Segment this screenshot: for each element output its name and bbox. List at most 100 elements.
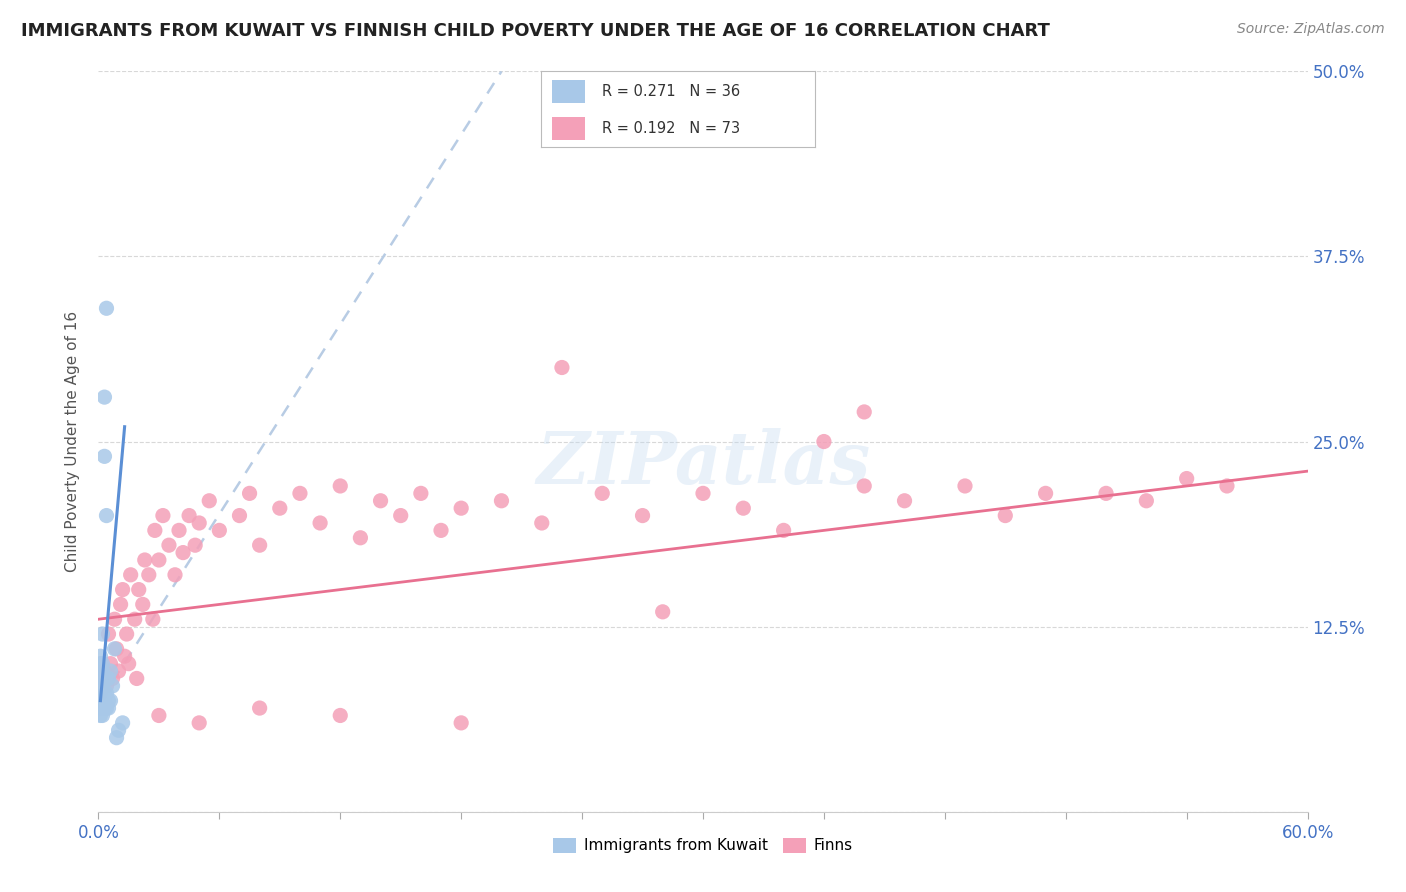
Point [115,627,138,641]
Point [91,679,114,693]
Point [101,679,124,693]
Point [329,479,352,493]
Point [148,708,170,723]
Point [157,538,180,552]
Point [188,516,211,530]
Point [1135,493,1157,508]
Point [91,664,114,678]
Point [97,627,120,641]
Point [651,605,673,619]
Point [450,501,472,516]
Text: R = 0.271   N = 36: R = 0.271 N = 36 [602,85,740,99]
Point [994,508,1017,523]
Point [184,538,207,552]
Point [91,672,114,686]
Point [134,553,156,567]
Point [239,486,262,500]
Point [124,612,146,626]
Point [148,553,170,567]
Point [100,694,122,708]
Point [91,627,114,641]
Point [100,664,122,678]
Point [349,531,371,545]
Point [329,708,352,723]
Point [91,701,114,715]
Point [1216,479,1239,493]
Point [93,701,115,715]
Y-axis label: Child Poverty Under the Age of 16: Child Poverty Under the Age of 16 [65,311,80,572]
Point [853,479,876,493]
Point [96,701,118,715]
Point [91,657,114,671]
Point [288,486,311,500]
Point [249,701,271,715]
FancyBboxPatch shape [553,80,585,103]
Point [96,686,118,700]
Point [370,493,392,508]
Point [103,641,125,656]
Point [89,664,111,678]
Point [91,672,114,686]
Point [110,598,132,612]
Point [93,450,115,464]
Point [97,672,120,686]
Point [89,649,111,664]
Point [1095,486,1118,500]
Point [138,567,160,582]
Point [107,723,129,738]
Point [853,405,876,419]
Point [389,508,412,523]
Point [128,582,150,597]
Point [93,390,115,404]
Point [89,686,111,700]
Point [96,301,118,316]
Point [530,516,553,530]
Point [142,612,165,626]
Point [188,715,211,730]
Point [430,524,453,538]
Point [631,508,654,523]
Point [105,731,128,745]
Text: ZIPatlas: ZIPatlas [536,428,870,500]
Point [96,679,118,693]
Point [91,686,114,700]
FancyBboxPatch shape [553,117,585,140]
Point [111,582,134,597]
Point [93,694,115,708]
Point [1175,471,1198,485]
Point [89,679,111,693]
Point [309,516,332,530]
Point [96,508,118,523]
Point [120,567,142,582]
Point [105,641,128,656]
Point [107,664,129,678]
Point [733,501,755,516]
Text: Source: ZipAtlas.com: Source: ZipAtlas.com [1237,22,1385,37]
Point [89,708,111,723]
Point [269,501,291,516]
Point [450,715,472,730]
Point [249,538,271,552]
Point [93,664,115,678]
Legend: Immigrants from Kuwait, Finns: Immigrants from Kuwait, Finns [547,831,859,860]
Point [89,672,111,686]
Point [167,524,190,538]
Point [93,686,115,700]
Point [772,524,794,538]
Point [97,701,120,715]
Point [491,493,513,508]
Point [100,657,122,671]
Text: R = 0.192   N = 73: R = 0.192 N = 73 [602,120,740,136]
Point [152,508,174,523]
Point [89,686,111,700]
Point [118,657,141,671]
Text: IMMIGRANTS FROM KUWAIT VS FINNISH CHILD POVERTY UNDER THE AGE OF 16 CORRELATION : IMMIGRANTS FROM KUWAIT VS FINNISH CHILD … [21,22,1050,40]
Point [91,694,114,708]
Point [97,694,120,708]
Point [101,672,124,686]
Point [91,708,114,723]
Point [208,524,231,538]
Point [103,612,125,626]
Point [179,508,201,523]
Point [172,546,194,560]
